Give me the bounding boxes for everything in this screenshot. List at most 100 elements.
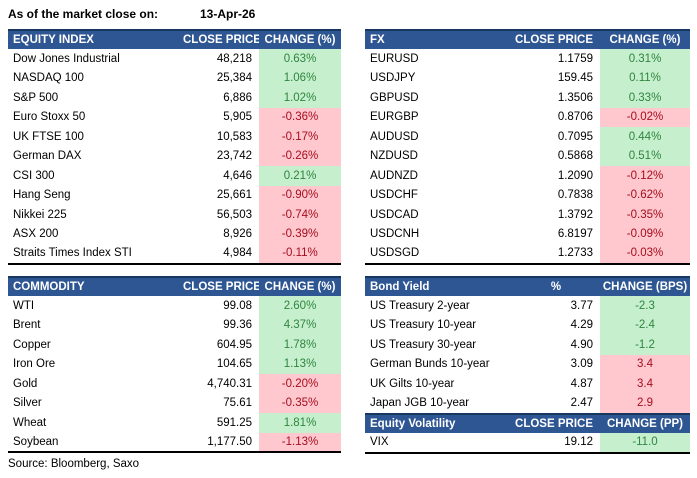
change-value-cell: 0.31% bbox=[600, 49, 690, 69]
header-row: FX CLOSE PRICE CHANGE (%) bbox=[365, 29, 690, 49]
close-price-cell: 99.36 bbox=[223, 319, 252, 332]
instrument-name-cell: UK Gilts 10-year bbox=[370, 377, 455, 390]
close-price-cell: 3.09 bbox=[570, 358, 593, 371]
instrument-name-cell: CSI 300 bbox=[13, 169, 55, 182]
table-row: Japan JGB 10-year 2.47 2.9 bbox=[365, 393, 690, 413]
close-price-cell: 10,583 bbox=[216, 130, 252, 143]
table-row: Dow Jones Industrial 48,218 0.63% bbox=[8, 49, 341, 69]
instrument-name-cell: Nikkei 225 bbox=[13, 208, 67, 221]
instrument-name-cell: NZDUSD bbox=[370, 150, 418, 163]
change-value-cell: -0.90% bbox=[259, 185, 341, 205]
column-header: Equity Volatility bbox=[365, 413, 512, 433]
close-price-cell: 1.3792 bbox=[557, 208, 593, 221]
close-price-cell: 19.12 bbox=[564, 436, 593, 449]
column-header: CHANGE (BPS) bbox=[600, 276, 690, 296]
instrument-name-cell: US Treasury 10-year bbox=[370, 319, 477, 332]
change-value-cell: -0.26% bbox=[259, 146, 341, 166]
instrument-name-cell: Copper bbox=[13, 338, 51, 351]
change-value-cell: 3.4 bbox=[600, 374, 690, 394]
instrument-name-cell: Hang Seng bbox=[13, 189, 71, 202]
instrument-name-cell: USDCAD bbox=[370, 208, 419, 221]
change-value-cell: -1.2 bbox=[600, 335, 690, 355]
column-header: EQUITY INDEX bbox=[8, 29, 183, 49]
source-note: Source: Bloomberg, Saxo bbox=[8, 458, 140, 470]
instrument-name-cell: GBPUSD bbox=[370, 91, 419, 104]
close-price-cell: 4,984 bbox=[223, 247, 252, 260]
table-row: USDCAD 1.3792 -0.35% bbox=[365, 205, 690, 225]
change-value-cell: -0.02% bbox=[600, 107, 690, 127]
table-row: Euro Stoxx 50 5,905 -0.36% bbox=[8, 107, 341, 127]
close-price-cell: 4.29 bbox=[570, 319, 593, 332]
instrument-name-cell: VIX bbox=[370, 436, 389, 449]
header-row: COMMODITY CLOSE PRICE CHANGE (%) bbox=[8, 276, 341, 296]
instrument-name-cell: Brent bbox=[13, 319, 41, 332]
table-row: EURUSD 1.1759 0.31% bbox=[365, 49, 690, 69]
close-price-cell: 48,218 bbox=[216, 52, 252, 65]
table-row: USDSGD 1.2733 -0.03% bbox=[365, 244, 690, 264]
table-row: Gold 4,740.31 -0.20% bbox=[8, 374, 341, 394]
close-price-cell: 56,503 bbox=[216, 208, 252, 221]
close-price-cell: 4,646 bbox=[223, 169, 252, 182]
change-value-cell: 0.33% bbox=[600, 88, 690, 108]
table-row: NZDUSD 0.5868 0.51% bbox=[365, 146, 690, 166]
change-value-cell: -1.13% bbox=[259, 432, 341, 452]
instrument-name-cell: S&P 500 bbox=[13, 91, 59, 104]
instrument-name-cell: Soybean bbox=[13, 435, 59, 448]
close-price-cell: 4.90 bbox=[570, 338, 593, 351]
table-row: GBPUSD 1.3506 0.33% bbox=[365, 88, 690, 108]
close-price-cell: 8,926 bbox=[223, 228, 252, 241]
close-price-cell: 104.65 bbox=[216, 358, 252, 371]
change-value-cell: 4.37% bbox=[259, 315, 341, 335]
instrument-name-cell: Japan JGB 10-year bbox=[370, 397, 470, 410]
change-value-cell: -0.20% bbox=[259, 374, 341, 394]
header-row: Bond Yield% CHANGE (BPS) bbox=[365, 276, 690, 296]
close-price-cell: 0.7095 bbox=[557, 130, 593, 143]
close-price-cell: 4,740.31 bbox=[207, 377, 252, 390]
table-row: Nikkei 225 56,503 -0.74% bbox=[8, 205, 341, 225]
instrument-name-cell: UK FTSE 100 bbox=[13, 130, 84, 143]
instrument-name-cell: EURUSD bbox=[370, 52, 419, 65]
column-header: CLOSE PRICE bbox=[183, 276, 259, 296]
table-row: UK Gilts 10-year 4.87 3.4 bbox=[365, 374, 690, 394]
close-price-cell: 6,886 bbox=[223, 91, 252, 104]
change-value-cell: -0.09% bbox=[600, 224, 690, 244]
column-header: CLOSE PRICE bbox=[512, 413, 600, 433]
change-value-cell: 0.44% bbox=[600, 127, 690, 147]
table-row: S&P 500 6,886 1.02% bbox=[8, 88, 341, 108]
table-row: Brent 99.36 4.37% bbox=[8, 315, 341, 335]
instrument-name-cell: Straits Times Index STI bbox=[13, 247, 132, 260]
table-row: VIX 19.12 -11.0 bbox=[365, 433, 690, 453]
as-of-label: As of the market close on: bbox=[8, 7, 159, 21]
change-value-cell: 3.4 bbox=[600, 354, 690, 374]
change-value-cell: -0.35% bbox=[600, 205, 690, 225]
table-row: German DAX 23,742 -0.26% bbox=[8, 146, 341, 166]
instrument-name-cell: Euro Stoxx 50 bbox=[13, 111, 86, 124]
instrument-name-cell: US Treasury 2-year bbox=[370, 299, 470, 312]
change-value-cell: -0.12% bbox=[600, 166, 690, 186]
instrument-name-cell: AUDNZD bbox=[370, 169, 418, 182]
instrument-name-cell: Iron Ore bbox=[13, 358, 56, 371]
change-value-cell: -0.36% bbox=[259, 107, 341, 127]
instrument-name-cell: NASDAQ 100 bbox=[13, 72, 84, 85]
table-row: US Treasury 30-year 4.90 -1.2 bbox=[365, 335, 690, 355]
close-price-cell: 3.77 bbox=[570, 299, 593, 312]
change-value-cell: -0.17% bbox=[259, 127, 341, 147]
close-price-cell: 2.47 bbox=[570, 397, 593, 410]
column-header: CHANGE (%) bbox=[600, 29, 690, 49]
change-value-cell: 1.81% bbox=[259, 413, 341, 433]
instrument-name-cell: US Treasury 30-year bbox=[370, 338, 477, 351]
table-row: NASDAQ 100 25,384 1.06% bbox=[8, 68, 341, 88]
close-price-cell: 1.3506 bbox=[557, 91, 593, 104]
instrument-name-cell: German DAX bbox=[13, 150, 82, 163]
table-row: WTI 99.08 2.60% bbox=[8, 296, 341, 316]
close-price-cell: 604.95 bbox=[216, 338, 252, 351]
close-price-cell: 591.25 bbox=[216, 416, 252, 429]
table-row: US Treasury 2-year 3.77 -2.3 bbox=[365, 296, 690, 316]
instrument-name-cell: Gold bbox=[13, 377, 38, 390]
instrument-name-cell: AUDUSD bbox=[370, 130, 419, 143]
instrument-name-cell: USDCHF bbox=[370, 189, 418, 202]
column-header: CLOSE PRICE bbox=[183, 29, 259, 49]
column-header: CHANGE (%) bbox=[259, 29, 341, 49]
instrument-name-cell: Wheat bbox=[13, 416, 47, 429]
as-of-date: 13-Apr-26 bbox=[200, 7, 256, 21]
